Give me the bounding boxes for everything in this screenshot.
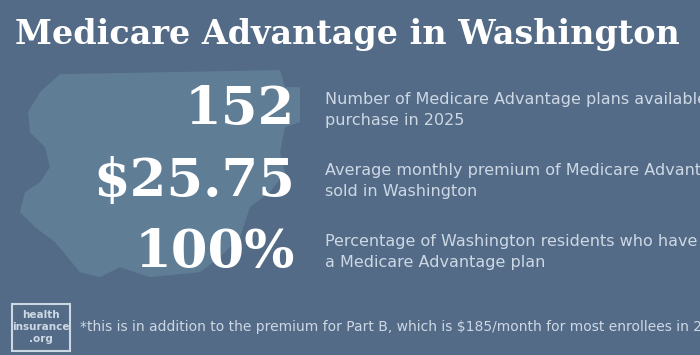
Text: Average monthly premium of Medicare Advantage plan
sold in Washington: Average monthly premium of Medicare Adva… xyxy=(325,163,700,199)
Text: 100%: 100% xyxy=(134,227,295,278)
FancyBboxPatch shape xyxy=(12,304,70,351)
Text: Percentage of Washington residents who have access to
a Medicare Advantage plan: Percentage of Washington residents who h… xyxy=(325,234,700,271)
Text: health
insurance
.org: health insurance .org xyxy=(13,311,70,344)
Text: Medicare Advantage in Washington: Medicare Advantage in Washington xyxy=(15,18,680,51)
Text: *this is in addition to the premium for Part B, which is $185/month for most enr: *this is in addition to the premium for … xyxy=(80,321,700,334)
Text: 152: 152 xyxy=(185,84,295,135)
Text: $25.75: $25.75 xyxy=(93,155,295,207)
Polygon shape xyxy=(20,70,300,277)
Text: Number of Medicare Advantage plans available for
purchase in 2025: Number of Medicare Advantage plans avail… xyxy=(325,92,700,128)
